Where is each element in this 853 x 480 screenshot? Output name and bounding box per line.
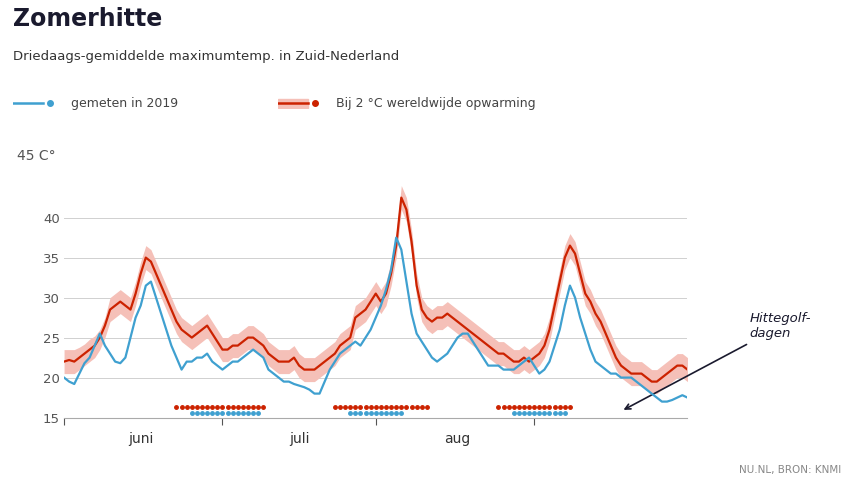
Text: NU.NL, BRON: KNMI: NU.NL, BRON: KNMI	[738, 465, 840, 475]
Text: aug: aug	[444, 432, 470, 446]
Text: Hittegolf-
dagen: Hittegolf- dagen	[624, 312, 810, 409]
Text: juni: juni	[128, 432, 154, 446]
Text: 45 C°: 45 C°	[17, 149, 55, 163]
Text: gemeten in 2019: gemeten in 2019	[71, 96, 177, 110]
Text: juli: juli	[288, 432, 309, 446]
Bar	[277, 99, 308, 108]
Text: Bij 2 °C wereldwijde opwarming: Bij 2 °C wereldwijde opwarming	[335, 96, 535, 110]
Text: Driedaags-gemiddelde maximumtemp. in Zuid-Nederland: Driedaags-gemiddelde maximumtemp. in Zui…	[13, 50, 398, 63]
Text: Zomerhitte: Zomerhitte	[13, 7, 162, 31]
